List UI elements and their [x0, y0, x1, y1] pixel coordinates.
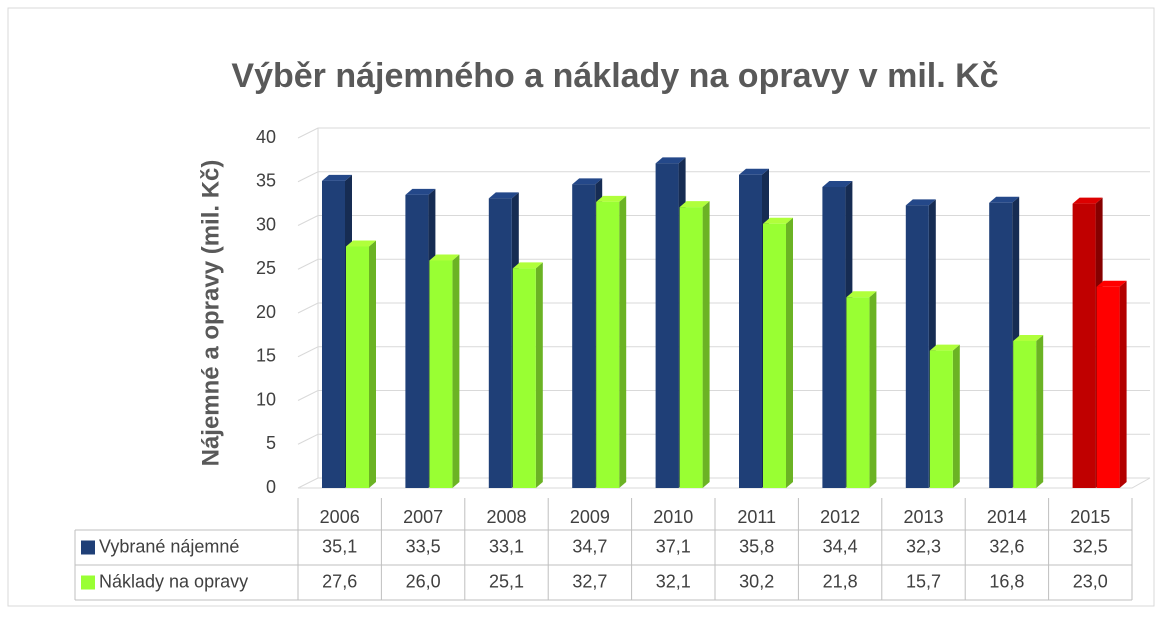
- bar-top: [429, 254, 460, 261]
- bar-top: [596, 195, 627, 202]
- bar-top: [1072, 197, 1103, 204]
- bar-side: [702, 201, 710, 488]
- bar-top: [989, 196, 1020, 203]
- bar: [405, 194, 429, 488]
- bar-side: [1036, 335, 1044, 488]
- y-tick-label: 40: [256, 127, 276, 147]
- y-tick-label: 0: [266, 477, 276, 497]
- bar: [929, 350, 953, 488]
- data-label: 21,8: [823, 571, 858, 591]
- bar: [322, 180, 345, 488]
- data-label: 16,8: [989, 571, 1024, 591]
- x-tick-label: 2008: [486, 507, 526, 527]
- data-label: 30,2: [739, 571, 774, 591]
- data-label: 23,0: [1073, 571, 1108, 591]
- bar-top: [846, 291, 877, 298]
- bar: [655, 163, 679, 488]
- bar: [739, 174, 762, 488]
- data-label: 34,7: [572, 536, 607, 556]
- bar-top: [488, 192, 519, 199]
- bar-top: [929, 344, 960, 351]
- bar: [905, 205, 929, 488]
- bar-top: [405, 188, 436, 195]
- y-axis-label: Nájemné a opravy (mil. Kč): [197, 160, 224, 467]
- bar-side: [952, 344, 960, 488]
- legend-swatch: [81, 540, 95, 555]
- data-label: 33,5: [406, 536, 441, 556]
- x-tick-label: 2012: [820, 507, 860, 527]
- bar: [1072, 203, 1096, 488]
- x-tick-label: 2006: [320, 507, 360, 527]
- bar: [679, 207, 703, 488]
- data-label: 35,1: [322, 536, 357, 556]
- legend-swatch: [81, 575, 95, 590]
- bar: [989, 202, 1013, 488]
- bar-top: [1013, 335, 1044, 341]
- data-label: 37,1: [656, 536, 691, 556]
- data-label: 32,3: [906, 536, 941, 556]
- data-label: 32,6: [989, 536, 1024, 556]
- x-tick-label: 2009: [570, 507, 610, 527]
- y-tick-label: 30: [256, 214, 276, 234]
- bar-side: [1119, 280, 1127, 488]
- bar: [1013, 341, 1037, 488]
- bar: [429, 260, 453, 488]
- y-tick-label: 15: [256, 346, 276, 366]
- bar-side: [786, 217, 793, 488]
- bar-side: [369, 240, 376, 488]
- bar-side: [535, 262, 543, 488]
- bar-side: [452, 254, 460, 488]
- bar-top: [655, 157, 686, 164]
- data-label: 26,0: [406, 571, 441, 591]
- bar-top: [346, 240, 376, 247]
- bar-top: [572, 178, 603, 185]
- y-tick-label: 25: [256, 258, 276, 278]
- x-tick-label: 2014: [987, 507, 1027, 527]
- x-tick-label: 2010: [653, 507, 693, 527]
- bar-top: [763, 217, 793, 224]
- chart-title: Výběr nájemného a náklady na opravy v mi…: [231, 57, 998, 95]
- bar: [488, 198, 512, 488]
- data-label: 27,6: [322, 571, 357, 591]
- legend-label: Vybrané nájemné: [99, 536, 239, 556]
- data-label: 34,4: [823, 536, 858, 556]
- bar-top: [679, 201, 710, 208]
- data-label: 15,7: [906, 571, 941, 591]
- bar-side: [619, 195, 627, 488]
- y-tick-label: 20: [256, 302, 276, 322]
- bar-top: [822, 181, 853, 187]
- bar: [596, 201, 620, 488]
- data-label: 32,1: [656, 571, 691, 591]
- data-label: 33,1: [489, 536, 524, 556]
- bar: [1096, 286, 1120, 488]
- data-label: 35,8: [739, 536, 774, 556]
- bar: [763, 223, 786, 488]
- bar-top: [322, 174, 352, 181]
- bar: [512, 268, 536, 488]
- y-tick-label: 5: [266, 433, 276, 453]
- data-label: 25,1: [489, 571, 524, 591]
- bar-top: [905, 199, 936, 206]
- bar-top: [1096, 280, 1127, 287]
- x-tick-label: 2007: [403, 507, 443, 527]
- x-tick-label: 2013: [903, 507, 943, 527]
- y-tick-label: 10: [256, 389, 276, 409]
- bar: [846, 297, 870, 488]
- bar-side: [869, 291, 877, 488]
- x-tick-label: 2015: [1070, 507, 1110, 527]
- bar-top: [512, 262, 543, 269]
- data-label: 32,7: [572, 571, 607, 591]
- y-tick-label: 35: [256, 171, 276, 191]
- legend-label: Náklady na opravy: [99, 571, 248, 591]
- bar-top: [739, 168, 769, 175]
- x-tick-label: 2011: [737, 507, 776, 527]
- bar: [346, 246, 369, 488]
- data-label: 32,5: [1073, 536, 1108, 556]
- bar: [572, 184, 596, 488]
- bar: [822, 187, 846, 488]
